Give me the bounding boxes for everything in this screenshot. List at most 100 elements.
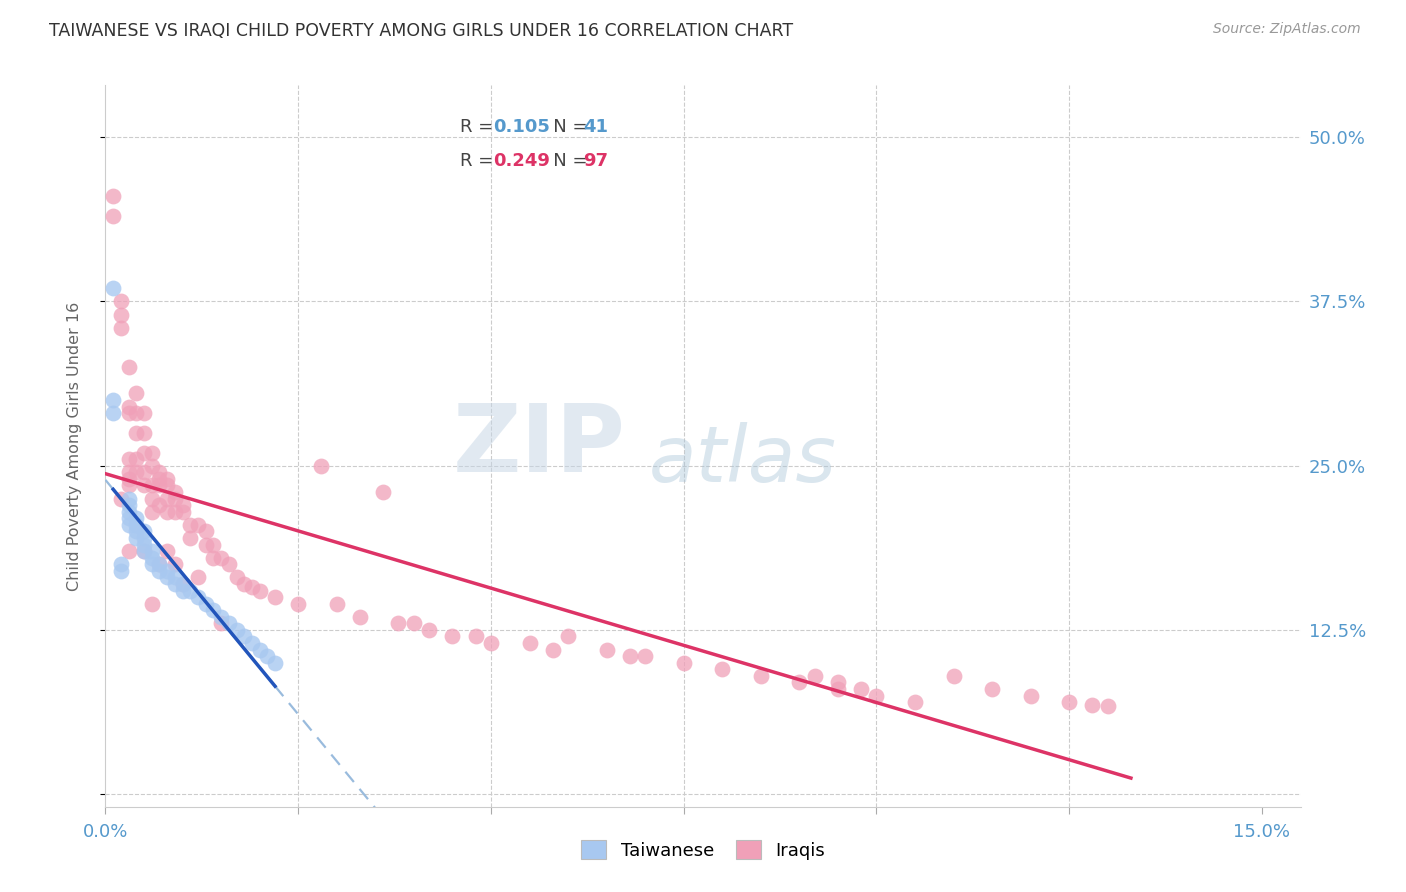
Point bbox=[557, 630, 579, 644]
Point bbox=[125, 452, 148, 467]
Point bbox=[225, 623, 247, 637]
Point bbox=[156, 472, 179, 486]
Point bbox=[125, 531, 148, 545]
Point bbox=[141, 505, 163, 519]
Point bbox=[117, 478, 139, 492]
Point bbox=[117, 406, 139, 420]
Point bbox=[179, 517, 201, 532]
Point bbox=[148, 498, 170, 512]
Point bbox=[110, 491, 132, 506]
Point bbox=[827, 681, 849, 696]
Point bbox=[209, 609, 232, 624]
Point bbox=[187, 517, 209, 532]
Point bbox=[202, 537, 225, 551]
Point bbox=[202, 603, 225, 617]
Point bbox=[172, 498, 194, 512]
Text: N =: N = bbox=[536, 152, 593, 169]
Point bbox=[148, 558, 170, 572]
Point bbox=[117, 505, 139, 519]
Point bbox=[249, 642, 271, 657]
Point bbox=[132, 544, 155, 558]
Point bbox=[163, 505, 186, 519]
Point bbox=[849, 681, 872, 696]
Point bbox=[156, 564, 179, 578]
Point bbox=[1097, 699, 1119, 714]
Point bbox=[141, 478, 163, 492]
Point bbox=[264, 656, 287, 670]
Point bbox=[172, 577, 194, 591]
Point bbox=[132, 537, 155, 551]
Point bbox=[156, 570, 179, 584]
Point bbox=[141, 458, 163, 473]
Point bbox=[479, 636, 502, 650]
Point bbox=[141, 544, 163, 558]
Point bbox=[711, 662, 734, 676]
Text: R =: R = bbox=[460, 118, 499, 136]
Text: 97: 97 bbox=[583, 152, 609, 169]
Point bbox=[125, 406, 148, 420]
Point bbox=[141, 491, 163, 506]
Point bbox=[202, 550, 225, 565]
Point bbox=[789, 675, 811, 690]
Text: 41: 41 bbox=[583, 118, 609, 136]
Point bbox=[172, 583, 194, 598]
Point bbox=[117, 511, 139, 525]
Point bbox=[110, 320, 132, 334]
Point bbox=[194, 524, 217, 539]
Point bbox=[141, 558, 163, 572]
Point bbox=[172, 577, 194, 591]
Text: ZIP: ZIP bbox=[453, 400, 626, 492]
Point bbox=[163, 558, 186, 572]
Point bbox=[233, 630, 256, 644]
Text: R =: R = bbox=[460, 152, 499, 169]
Point bbox=[117, 360, 139, 375]
Point bbox=[141, 597, 163, 611]
Point bbox=[981, 681, 1004, 696]
Point bbox=[249, 583, 271, 598]
Point bbox=[441, 630, 464, 644]
Point bbox=[371, 485, 394, 500]
Point bbox=[110, 564, 132, 578]
Point bbox=[117, 452, 139, 467]
Point bbox=[464, 630, 486, 644]
Point bbox=[148, 564, 170, 578]
Point bbox=[141, 445, 163, 459]
Point bbox=[101, 392, 124, 407]
Point bbox=[156, 505, 179, 519]
Point bbox=[132, 445, 155, 459]
Point bbox=[804, 669, 827, 683]
Point bbox=[1081, 698, 1104, 712]
Point bbox=[101, 406, 124, 420]
Point bbox=[125, 425, 148, 440]
Point bbox=[749, 669, 772, 683]
Point bbox=[110, 558, 132, 572]
Point bbox=[132, 544, 155, 558]
Point bbox=[402, 616, 425, 631]
Point bbox=[132, 478, 155, 492]
Point bbox=[349, 609, 371, 624]
Point bbox=[187, 590, 209, 604]
Point bbox=[1019, 689, 1042, 703]
Point bbox=[619, 649, 641, 664]
Point bbox=[117, 400, 139, 414]
Point bbox=[942, 669, 965, 683]
Point bbox=[156, 491, 179, 506]
Point bbox=[163, 577, 186, 591]
Point bbox=[418, 623, 440, 637]
Point bbox=[326, 597, 349, 611]
Point bbox=[132, 425, 155, 440]
Point bbox=[179, 583, 201, 598]
Text: 0.105: 0.105 bbox=[492, 118, 550, 136]
Point bbox=[179, 531, 201, 545]
Point bbox=[117, 517, 139, 532]
Point bbox=[148, 478, 170, 492]
Point bbox=[148, 465, 170, 479]
Point bbox=[233, 577, 256, 591]
Point bbox=[125, 386, 148, 401]
Point bbox=[311, 458, 333, 473]
Legend: Taiwanese, Iraqis: Taiwanese, Iraqis bbox=[574, 832, 832, 867]
Point bbox=[163, 570, 186, 584]
Text: atlas: atlas bbox=[650, 423, 837, 499]
Point bbox=[865, 689, 887, 703]
Point bbox=[240, 636, 263, 650]
